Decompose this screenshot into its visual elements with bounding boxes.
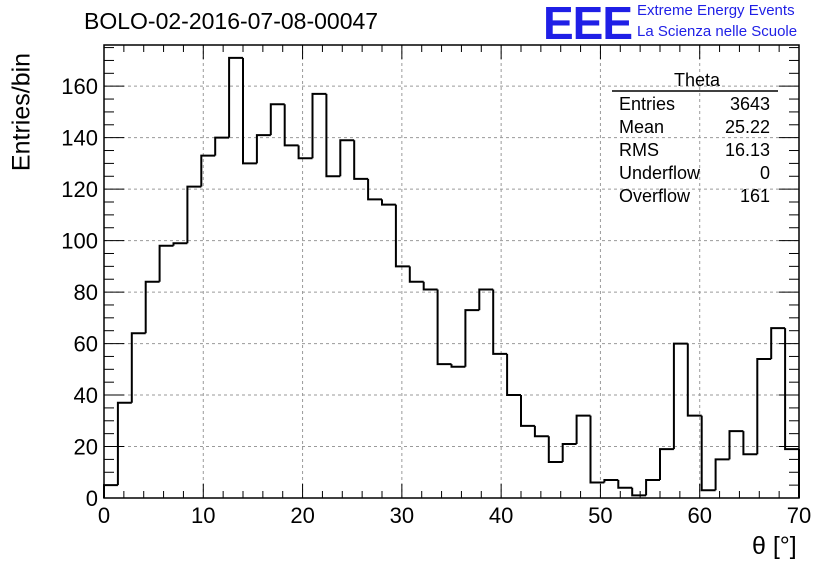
histogram-bin xyxy=(659,448,674,480)
stats-row-label: RMS xyxy=(619,140,659,160)
histogram-bin xyxy=(116,401,132,486)
y-tick-label: 20 xyxy=(74,435,98,460)
grid-lines xyxy=(104,45,799,498)
logo-line-2: La Scienza nelle Scuole xyxy=(637,23,798,40)
histogram-bin xyxy=(255,134,271,164)
histogram-bin xyxy=(728,430,744,460)
histogram-bin xyxy=(228,56,243,138)
histogram-bin xyxy=(242,57,257,165)
stats-row-label: Underflow xyxy=(619,163,701,183)
histogram-bin xyxy=(589,415,605,484)
histogram-bin xyxy=(492,289,508,355)
histogram-bin xyxy=(672,342,688,450)
stats-row-value: 161 xyxy=(740,186,770,206)
histogram-bin xyxy=(381,199,396,206)
x-tick-label: 10 xyxy=(191,503,215,528)
plot-border xyxy=(103,44,800,499)
histogram-bin xyxy=(422,281,438,291)
histogram-bin xyxy=(269,103,285,136)
histogram-bin xyxy=(603,478,619,483)
histogram-bin xyxy=(742,431,758,456)
stats-row-label: Overflow xyxy=(619,186,691,206)
stats-row-value: 25.22 xyxy=(725,117,770,137)
histogram-bin xyxy=(450,364,466,368)
histogram-bin xyxy=(186,185,202,244)
histogram-bin xyxy=(700,415,716,492)
histogram-bin xyxy=(436,289,452,366)
x-axis-label: θ [°] xyxy=(752,532,797,560)
y-tick-label: 80 xyxy=(74,280,98,305)
x-tick-label: 70 xyxy=(787,503,811,528)
histogram-bins xyxy=(103,56,800,498)
stats-row-label: Mean xyxy=(619,117,664,137)
logo-line-1: Extreme Energy Events xyxy=(637,2,795,19)
y-tick-label: 160 xyxy=(61,74,98,99)
eee-logo: EEE xyxy=(543,0,633,49)
histogram-bin xyxy=(408,266,424,283)
stats-row-value: 16.13 xyxy=(725,140,770,160)
y-tick-label: 0 xyxy=(86,486,98,511)
histogram-bin xyxy=(784,328,799,451)
y-tick-label: 140 xyxy=(61,126,98,151)
histogram-bin xyxy=(339,139,355,177)
histogram-bin xyxy=(172,242,188,246)
chart-title: BOLO-02-2016-07-08-00047 xyxy=(84,8,379,34)
histogram-bin xyxy=(200,154,216,187)
y-tick-label: 100 xyxy=(61,229,98,254)
histogram-bin xyxy=(561,442,577,462)
stats-row-label: Entries xyxy=(619,94,675,114)
stats-row-value: 3643 xyxy=(730,94,770,114)
histogram-bin xyxy=(130,332,146,403)
histogram-bin xyxy=(520,395,535,427)
histogram-bin xyxy=(547,436,563,463)
x-tick-label: 40 xyxy=(489,503,513,528)
x-tick-label: 20 xyxy=(290,503,314,528)
histogram-bin xyxy=(283,104,299,147)
y-tick-label: 60 xyxy=(74,332,98,357)
histogram-bin xyxy=(214,136,230,156)
histogram-bin xyxy=(394,204,410,268)
histogram-bin xyxy=(645,478,660,496)
histogram-bin xyxy=(311,92,327,159)
histogram-bin xyxy=(297,145,313,160)
histogram-bin xyxy=(325,93,341,178)
stats-row-value: 0 xyxy=(760,163,770,183)
histogram-bin xyxy=(478,288,494,311)
histogram-bin xyxy=(464,309,480,367)
histogram-bin xyxy=(506,353,521,397)
axis-ticks: 0 10 20 30 40 50 60 70 0 20 40 60 80 100 120 140 160 xyxy=(61,45,811,528)
x-tick-label: 50 xyxy=(588,503,612,528)
histogram-bin xyxy=(533,425,549,438)
histogram-bin xyxy=(631,487,647,497)
histogram-bin xyxy=(575,414,591,444)
y-tick-label: 40 xyxy=(74,383,98,408)
histogram-bin xyxy=(353,140,369,180)
y-tick-label: 120 xyxy=(61,177,98,202)
histogram-bin xyxy=(158,244,174,282)
histogram-bin xyxy=(103,484,118,498)
histogram-bin xyxy=(770,327,786,360)
histogram-bin xyxy=(144,280,160,334)
x-tick-label: 30 xyxy=(390,503,414,528)
histogram-bin xyxy=(617,479,633,489)
histogram-bin xyxy=(367,178,382,201)
histogram-bin xyxy=(686,343,702,417)
histogram-bin xyxy=(714,458,730,491)
stats-title: Theta xyxy=(674,70,721,90)
stats-box: Theta Entries 3643 Mean 25.22 RMS 16.13 Underfl… xyxy=(612,70,778,206)
x-tick-label: 60 xyxy=(687,503,711,528)
histogram-bin xyxy=(756,358,772,455)
plot-frame xyxy=(103,44,800,499)
x-tick-label: 0 xyxy=(98,503,110,528)
